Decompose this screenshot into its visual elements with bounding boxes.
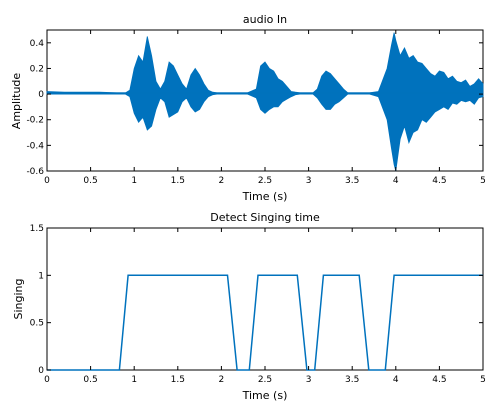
- singing-y-tick-label: 0: [38, 366, 44, 376]
- amplitude-y-tick-label: -0.2: [26, 116, 44, 126]
- amplitude-y-tick-label: 0.4: [30, 39, 45, 49]
- amplitude-x-tick-label: 1: [131, 176, 137, 186]
- singing-x-tick-label: 4: [393, 375, 399, 385]
- amplitude-y-tick-label: -0.6: [26, 167, 44, 177]
- singing-x-tick-label: 3: [306, 375, 312, 385]
- amplitude-x-axis-label: Time (s): [242, 190, 288, 203]
- singing-x-tick-label: 2: [219, 375, 225, 385]
- amplitude-x-tick-label: 0.5: [83, 176, 97, 186]
- singing-x-tick-label: 0: [44, 375, 50, 385]
- amplitude-y-ticks: -0.6 -0.4 -0.2 0 0.2 0.4: [26, 39, 483, 177]
- singing-chart-title: Detect Singing time: [210, 211, 320, 224]
- singing-x-tick-label: 0.5: [83, 375, 97, 385]
- singing-x-axis-label: Time (s): [242, 389, 288, 402]
- amplitude-x-tick-label: 2.5: [258, 176, 272, 186]
- amplitude-x-tick-label: 3: [306, 176, 312, 186]
- amplitude-plot-content: [46, 32, 484, 172]
- singing-detection-line: [47, 274, 483, 371]
- singing-y-tick-label: 0.5: [30, 319, 44, 329]
- singing-x-ticks: 0 0.5 1 1.5 2 2.5 3 3.5 4 4.5 5: [44, 228, 486, 385]
- singing-x-tick-label: 5: [480, 375, 486, 385]
- amplitude-x-tick-label: 3.5: [345, 176, 359, 186]
- amplitude-y-tick-label: 0.2: [30, 64, 44, 74]
- amplitude-y-tick-label: -0.4: [26, 141, 44, 151]
- singing-x-tick-label: 2.5: [258, 375, 272, 385]
- singing-chart: Detect Singing time 0 0.5 1 1.5 2 2.5 3 3.5 4 4.5…: [12, 211, 486, 402]
- singing-y-tick-label: 1: [38, 271, 44, 281]
- amplitude-x-ticks: 0 0.5 1 1.5 2 2.5 3 3.5 4 4.5 5: [44, 30, 486, 186]
- amplitude-y-tick-label: 0: [38, 90, 44, 100]
- amplitude-x-tick-label: 4: [393, 176, 399, 186]
- singing-y-tick-label: 1.5: [30, 224, 44, 234]
- amplitude-x-tick-label: 5: [480, 176, 486, 186]
- singing-x-tick-label: 1.5: [171, 375, 185, 385]
- singing-plot-area: [46, 227, 484, 371]
- amplitude-x-tick-label: 1.5: [171, 176, 185, 186]
- amplitude-x-tick-label: 2: [219, 176, 225, 186]
- singing-plot-content: [47, 274, 483, 371]
- singing-x-tick-label: 1: [131, 375, 137, 385]
- amplitude-chart-title: audio In: [243, 13, 287, 26]
- amplitude-x-tick-label: 4.5: [432, 176, 446, 186]
- singing-x-tick-label: 3.5: [345, 375, 359, 385]
- amplitude-y-axis-label: Amplitude: [10, 73, 23, 130]
- singing-y-ticks: 0 0.5 1 1.5: [30, 224, 483, 376]
- amplitude-chart: audio In 0 0.5 1 1.5 2 2.5 3 3.5 4 4.5 5 -0.6-0.4-…: [10, 13, 486, 203]
- amplitude-x-tick-label: 0: [44, 176, 50, 186]
- singing-y-axis-label: Singing: [12, 278, 25, 319]
- singing-x-tick-label: 4.5: [432, 375, 446, 385]
